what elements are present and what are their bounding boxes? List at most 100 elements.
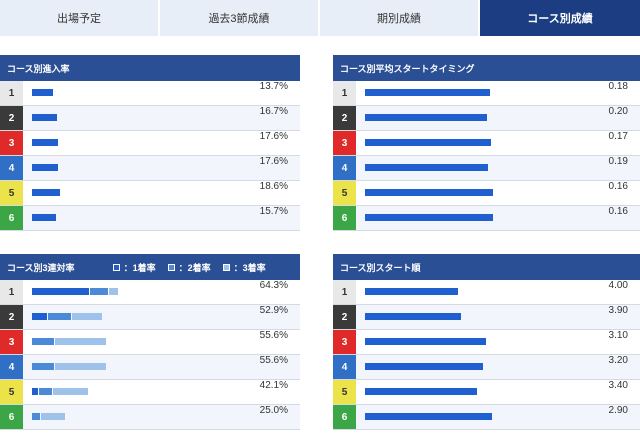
start-timing-bar [365, 189, 493, 196]
start-timing-bar [365, 114, 487, 121]
lane-number-6: 6 [333, 405, 356, 429]
first-place-bar [32, 288, 89, 295]
lane-row-3: 3 0.17 [333, 131, 640, 156]
entry-rate-bar [32, 214, 56, 221]
tab-past-3-sessions[interactable]: 過去3節成績 [160, 0, 320, 36]
stat-value: 2.90 [608, 405, 628, 416]
top3-rate-title: コース別3連対率 [7, 262, 75, 273]
bar-area: 17.6% [23, 156, 300, 180]
bar-area: 3.90 [356, 305, 640, 329]
stat-value: 3.20 [608, 355, 628, 366]
start-timing-title: コース別平均スタートタイミング [333, 55, 640, 81]
entry-rate-bar [32, 139, 59, 146]
lane-row-5: 5 0.16 [333, 181, 640, 206]
top3-rate-header: コース別3連対率 ：1着率 ：2着率 ：3着率 [0, 254, 300, 280]
lane-row-4: 4 3.20 [333, 355, 640, 380]
start-timing-bar [365, 139, 492, 146]
lane-number-2: 2 [333, 305, 356, 329]
lane-row-1: 1 0.18 [333, 81, 640, 106]
bar-area: 0.17 [356, 131, 640, 155]
second-place-bar [89, 288, 109, 295]
stat-value: 52.9% [259, 305, 288, 316]
lane-row-3: 3 17.6% [0, 131, 300, 156]
second-place-bar [47, 313, 71, 320]
lane-row-4: 4 55.6% [0, 355, 300, 380]
bar-area: 0.16 [356, 181, 640, 205]
third-place-bar [40, 413, 65, 420]
start-rank-bar [365, 313, 462, 320]
stat-value: 55.6% [259, 330, 288, 341]
bar-area: 25.0% [23, 405, 300, 429]
entry-rate-bar [32, 164, 59, 171]
stat-value: 15.7% [259, 206, 288, 217]
lane-number-3: 3 [333, 330, 356, 354]
tab-term-results[interactable]: 期別成績 [320, 0, 480, 36]
legend-swatch-3rd [222, 263, 230, 271]
lane-number-4: 4 [333, 355, 356, 379]
lane-number-2: 2 [0, 106, 23, 130]
lane-row-1: 1 13.7% [0, 81, 300, 106]
lane-row-5: 5 3.40 [333, 380, 640, 405]
bar-area: 0.18 [356, 81, 640, 105]
bar-area: 3.40 [356, 380, 640, 404]
bar-area: 0.20 [356, 106, 640, 130]
bar-area: 17.6% [23, 131, 300, 155]
stat-value: 0.16 [608, 181, 628, 192]
second-place-bar [32, 413, 40, 420]
stat-value: 0.16 [608, 206, 628, 217]
start-rank-bar [365, 338, 486, 345]
bar-area: 2.90 [356, 405, 640, 429]
lane-row-3: 3 55.6% [0, 330, 300, 355]
start-timing-bar [365, 89, 490, 96]
stat-value: 18.6% [259, 181, 288, 192]
legend-2nd: ：2着率 [167, 261, 211, 274]
lane-row-6: 6 2.90 [333, 405, 640, 430]
start-rank-bar [365, 363, 483, 370]
stat-value: 17.6% [259, 156, 288, 167]
lane-number-1: 1 [333, 280, 356, 304]
stat-value: 64.3% [259, 280, 288, 291]
legend-label-3rd: ：3着率 [233, 262, 266, 273]
entry-rate-bar [32, 189, 60, 196]
legend-3rd: ：3着率 [222, 261, 266, 274]
bar-area: 0.16 [356, 206, 640, 230]
lane-number-1: 1 [0, 280, 23, 304]
third-place-bar [109, 288, 118, 295]
bar-area: 4.00 [356, 280, 640, 304]
tab-schedule[interactable]: 出場予定 [0, 0, 160, 36]
lane-row-2: 2 52.9% [0, 305, 300, 330]
stat-value: 3.90 [608, 305, 628, 316]
entry-rate-bar [32, 114, 58, 121]
bar-area: 16.7% [23, 106, 300, 130]
entry-rate-panel: コース別進入率 1 13.7% 2 16.7% 3 17.6% 4 17.6% 5 18.6% 6 1… [0, 55, 300, 231]
entry-rate-bar [32, 89, 53, 96]
bar-area: 13.7% [23, 81, 300, 105]
second-place-bar [39, 388, 53, 395]
lane-number-3: 3 [0, 131, 23, 155]
stat-value: 16.7% [259, 106, 288, 117]
lane-number-6: 6 [0, 206, 23, 230]
start-rank-title: コース別スタート順 [333, 254, 640, 280]
lane-row-4: 4 17.6% [0, 156, 300, 181]
second-place-bar [32, 363, 54, 370]
lane-row-6: 6 0.16 [333, 206, 640, 231]
lane-number-1: 1 [0, 81, 23, 105]
lane-number-2: 2 [333, 106, 356, 130]
start-timing-rows: 1 0.18 2 0.20 3 0.17 4 0.19 5 0.16 6 0.16 [333, 81, 640, 231]
lane-row-5: 5 42.1% [0, 380, 300, 405]
third-place-bar [53, 388, 88, 395]
tab-course-results[interactable]: コース別成績 [480, 0, 640, 36]
stat-value: 25.0% [259, 405, 288, 416]
start-timing-bar [365, 164, 489, 171]
stat-value: 55.6% [259, 355, 288, 366]
stat-value: 3.40 [608, 380, 628, 391]
third-place-bar [54, 338, 107, 345]
start-rank-bar [365, 288, 458, 295]
lane-row-6: 6 25.0% [0, 405, 300, 430]
lane-row-5: 5 18.6% [0, 181, 300, 206]
lane-number-4: 4 [0, 355, 23, 379]
lane-number-5: 5 [333, 380, 356, 404]
third-place-bar [54, 363, 107, 370]
first-place-bar [32, 388, 39, 395]
first-place-bar [32, 313, 47, 320]
